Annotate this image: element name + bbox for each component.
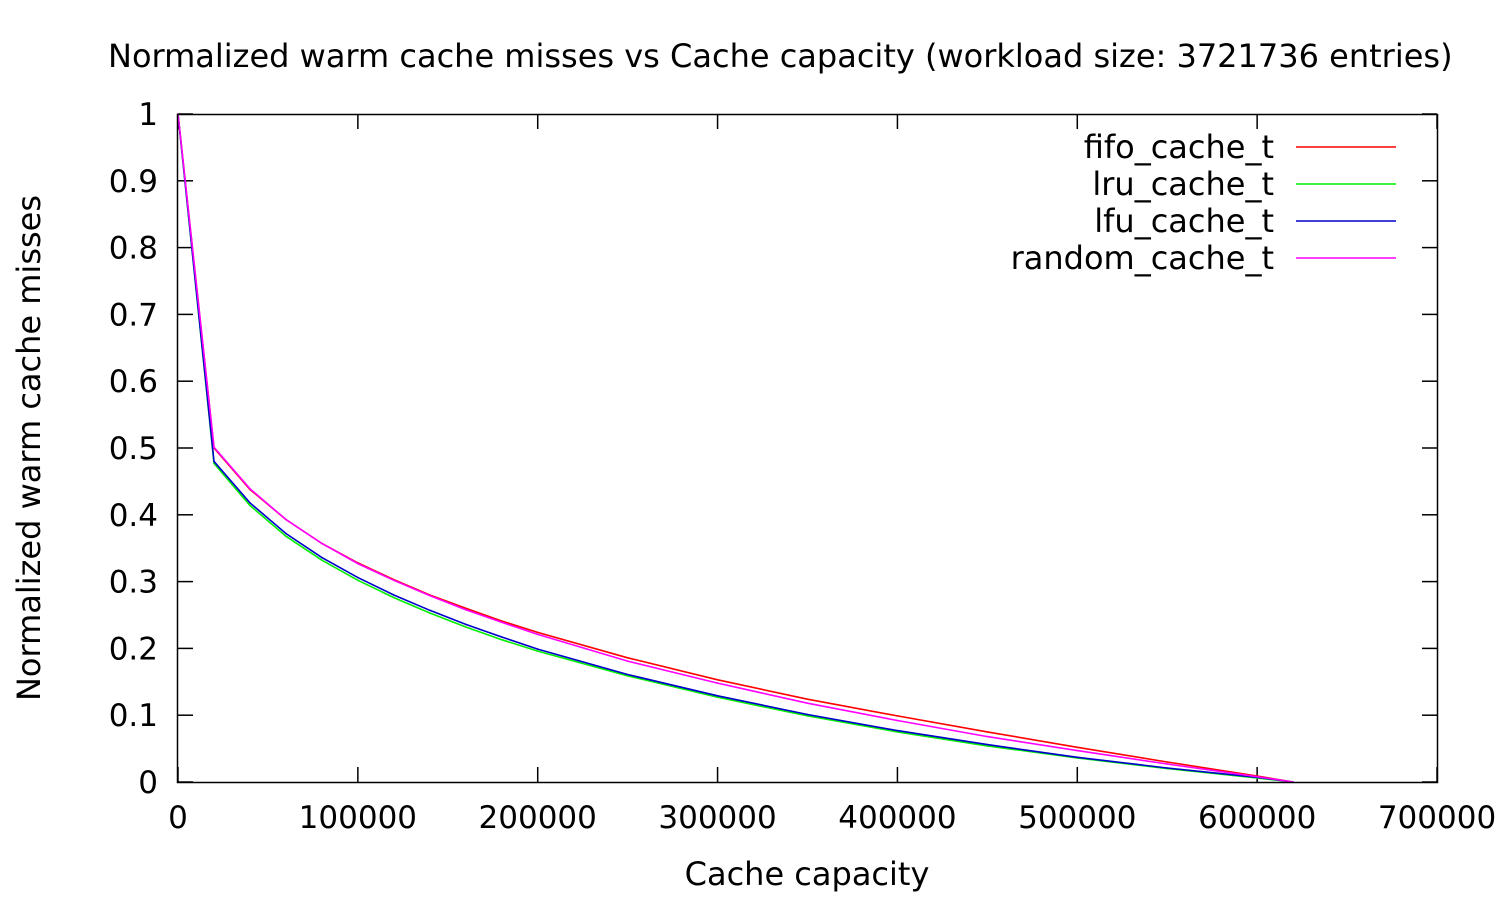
data-point [285, 518, 287, 521]
data-point [896, 729, 899, 732]
data-point [806, 698, 809, 700]
data-point [249, 487, 251, 490]
data-point [626, 657, 629, 659]
data-point [357, 562, 359, 565]
data-point [1256, 775, 1258, 778]
data-point [536, 650, 539, 652]
series-line-lfu_cache_t [177, 113, 1294, 783]
data-point [393, 579, 395, 582]
data-point [806, 715, 809, 717]
y-tick-label: 0 [138, 765, 158, 801]
x-tick-label: 600000 [1198, 800, 1316, 836]
data-point [986, 745, 989, 747]
x-tick-label: 500000 [1018, 800, 1136, 836]
y-tick-label: 0.6 [109, 364, 158, 400]
legend-label-lru_cache_t: lru_cache_t [1092, 165, 1274, 203]
data-point [986, 731, 989, 733]
series-line-random_cache_t [177, 113, 1294, 783]
data-point [213, 460, 215, 463]
x-axis-label: Cache capacity [685, 855, 930, 893]
data-point [249, 504, 251, 507]
legend-label-random_cache_t: random_cache_t [1011, 239, 1274, 277]
data-point [626, 673, 629, 676]
data-point [1166, 763, 1168, 765]
x-tick-label: 400000 [838, 800, 956, 836]
data-point [536, 648, 539, 650]
series-lines [177, 113, 1294, 783]
plot-frame [176, 113, 1439, 784]
axis-ticks: 0 100000 200000 300000 400000 500000 600000 700… [109, 97, 1496, 836]
data-point [1076, 749, 1079, 752]
data-point [716, 682, 719, 684]
x-tick-label: 100000 [299, 800, 417, 836]
data-point [806, 702, 809, 704]
y-tick-label: 0.3 [109, 565, 158, 601]
data-point [500, 636, 503, 638]
data-point [285, 535, 287, 537]
data-point [896, 731, 899, 733]
data-point [213, 446, 215, 449]
data-point [429, 612, 431, 614]
data-point [716, 696, 719, 698]
y-tick-label: 1 [138, 97, 158, 133]
data-point [896, 719, 899, 722]
y-tick-label: 0.4 [109, 498, 158, 534]
chart-title: Normalized warm cache misses vs Cache ca… [108, 37, 1453, 75]
data-point [321, 542, 323, 545]
data-point [465, 623, 467, 626]
data-point [986, 743, 989, 746]
y-tick-label: 0.9 [109, 164, 158, 200]
data-point [465, 626, 467, 628]
legend-label-fifo_cache_t: fifo_cache_t [1084, 128, 1274, 166]
data-point [536, 633, 539, 636]
y-tick-label: 0.1 [109, 698, 158, 734]
data-point [249, 502, 251, 504]
data-point [357, 579, 359, 582]
data-point [1076, 746, 1079, 749]
data-point [393, 594, 395, 596]
data-point [321, 559, 323, 561]
data-point [285, 532, 287, 535]
data-point [536, 631, 539, 634]
data-point [1166, 767, 1168, 769]
data-point [500, 621, 503, 624]
data-point [357, 576, 359, 579]
data-point [393, 596, 395, 599]
y-axis-label: Normalized warm cache misses [10, 195, 48, 701]
x-tick-label: 0 [168, 800, 188, 836]
legend-label-lfu_cache_t: lfu_cache_t [1094, 202, 1274, 240]
data-point [321, 556, 323, 559]
x-tick-label: 300000 [658, 800, 776, 836]
data-point [806, 713, 809, 716]
data-point [1076, 756, 1079, 759]
data-point [1166, 761, 1168, 763]
y-tick-label: 0.8 [109, 231, 158, 267]
legend: fifo_cache_tlru_cache_tlfu_cache_trandom… [1011, 128, 1396, 277]
data-point [986, 735, 989, 738]
data-point [500, 638, 503, 641]
data-point [716, 679, 719, 681]
data-point [429, 594, 431, 597]
y-tick-label: 0.7 [109, 297, 158, 333]
y-tick-label: 0.5 [109, 431, 158, 467]
data-point [465, 608, 467, 611]
data-point [626, 660, 629, 662]
data-point [716, 695, 719, 697]
data-point [429, 609, 431, 612]
y-tick-label: 0.2 [109, 631, 158, 667]
data-point [896, 715, 899, 717]
x-tick-label: 700000 [1378, 800, 1496, 836]
x-tick-label: 200000 [479, 800, 597, 836]
